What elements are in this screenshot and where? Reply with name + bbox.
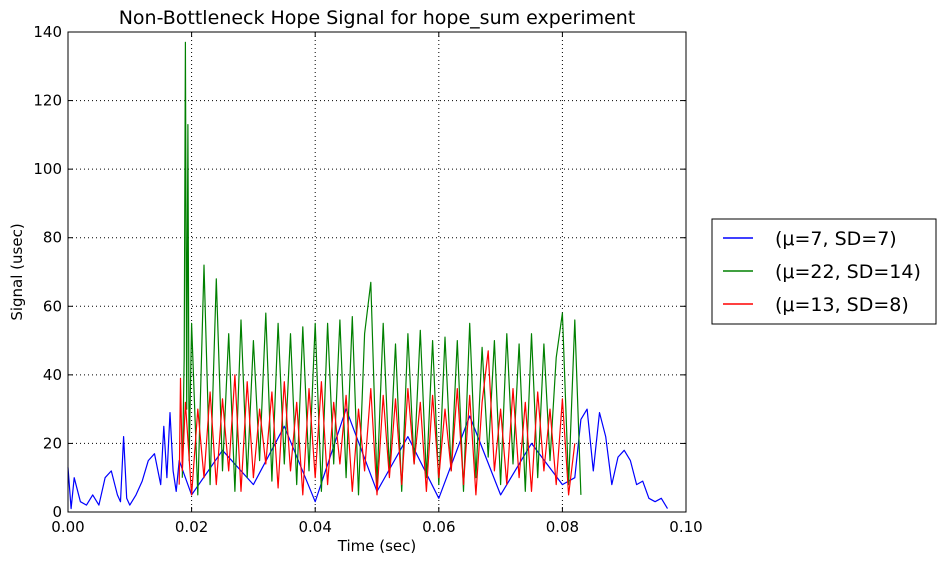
x-tick-label: 0.04 xyxy=(298,518,331,536)
x-axis-label: Time (sec) xyxy=(337,537,416,555)
legend-label-1: (μ=22, SD=14) xyxy=(775,261,921,283)
y-tick-label: 120 xyxy=(33,92,62,110)
grid xyxy=(68,32,686,512)
y-tick-label: 20 xyxy=(43,434,62,452)
y-tick-label: 80 xyxy=(43,229,62,247)
y-tick-label: 60 xyxy=(43,297,62,315)
x-tick-label: 0.10 xyxy=(669,518,702,536)
legend-label-2: (μ=13, SD=8) xyxy=(775,294,909,316)
legend: (μ=7, SD=7) (μ=22, SD=14) (μ=13, SD=8) xyxy=(711,218,937,325)
y-tick-label: 100 xyxy=(33,160,62,178)
y-axis-label: Signal (usec) xyxy=(8,223,26,320)
y-tick-label: 0 xyxy=(52,503,62,521)
plot-frame xyxy=(67,31,687,513)
series-line-1 xyxy=(181,41,582,496)
x-tick-label: 0.02 xyxy=(175,518,208,536)
series-line-2 xyxy=(178,350,576,496)
series-lines xyxy=(67,41,669,510)
series-line-0 xyxy=(67,408,669,510)
chart-title: Non-Bottleneck Hope Signal for hope_sum … xyxy=(119,7,636,29)
x-tick-label: 0.00 xyxy=(51,518,84,536)
legend-entries: (μ=7, SD=7) (μ=22, SD=14) (μ=13, SD=8) xyxy=(723,228,921,316)
y-tick-label: 140 xyxy=(33,23,62,41)
legend-label-0: (μ=7, SD=7) xyxy=(775,228,897,250)
x-tick-label: 0.06 xyxy=(422,518,455,536)
axis-ticks: 0.00 0.02 0.04 0.06 0.08 0.10 0 20 40 60 80 100 120 1… xyxy=(33,23,702,536)
y-tick-label: 40 xyxy=(43,366,62,384)
x-tick-label: 0.08 xyxy=(546,518,579,536)
